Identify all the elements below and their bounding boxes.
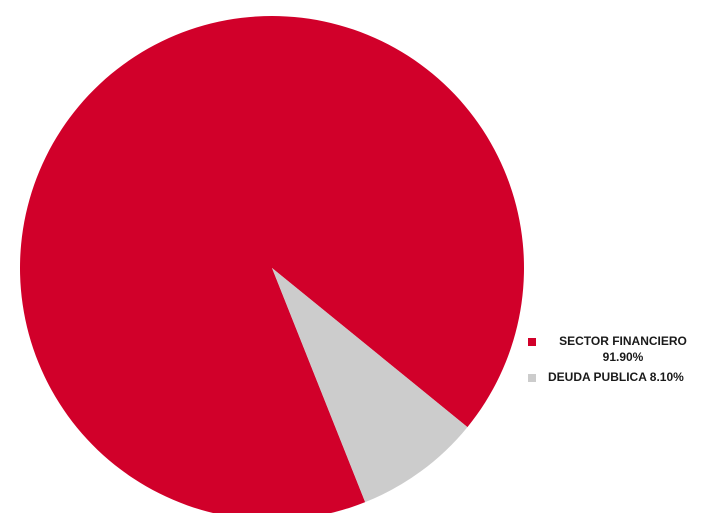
legend-label-deuda-publica: DEUDA PUBLICA 8.10% <box>548 370 684 384</box>
legend-item-deuda-publica: DEUDA PUBLICA 8.10% <box>520 369 716 385</box>
legend-value-sector-financiero: 91.90% <box>602 350 644 364</box>
pie-slice-sector-financiero <box>20 16 525 513</box>
chart-legend: SECTOR FINANCIERO 91.90% DEUDA PUBLICA 8… <box>520 333 716 389</box>
legend-swatch-deuda-publica <box>528 374 536 382</box>
legend-item-sector-financiero: SECTOR FINANCIERO 91.90% <box>520 333 716 365</box>
legend-label-sector-financiero: SECTOR FINANCIERO <box>559 334 687 348</box>
pie-slice-deuda-publica <box>272 268 468 503</box>
legend-swatch-sector-financiero <box>528 338 536 346</box>
